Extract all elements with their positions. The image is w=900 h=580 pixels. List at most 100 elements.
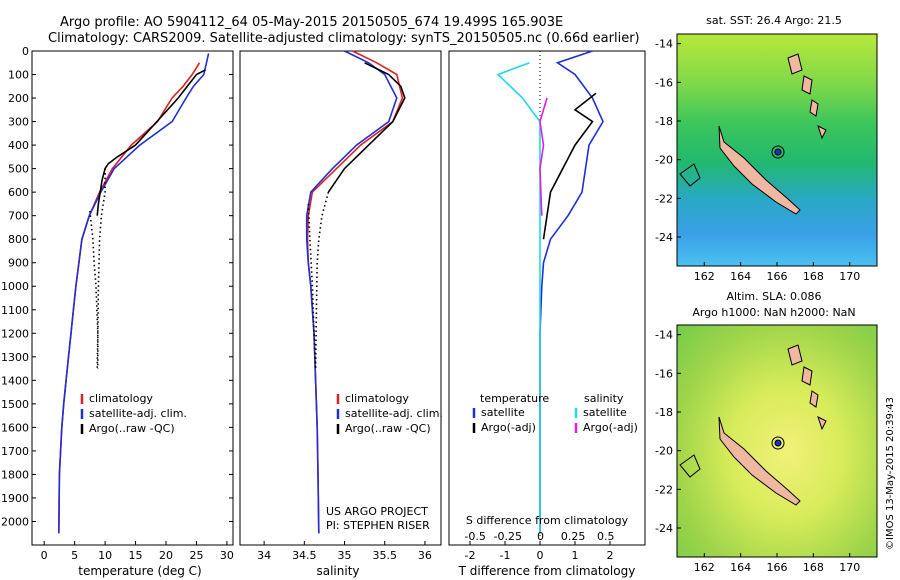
map-x-tick-label: 170 xyxy=(839,561,860,574)
temperature-panel: 0100200300400500600700800900100011001200… xyxy=(1,45,645,578)
y-tick-label: 1300 xyxy=(1,351,29,364)
map-y-tick-label: -18 xyxy=(655,115,673,128)
salinity-xlabel: salinity xyxy=(316,564,359,578)
series-line-argo-dotted xyxy=(96,168,106,369)
map-x-tick-label: 170 xyxy=(839,270,860,283)
sst-map: sat. SST: 26.4 Argo: 21.5 162 164 166 168 17… xyxy=(655,14,878,283)
legend-label: Argo(..raw -QC) xyxy=(89,422,175,435)
x-tick-label: 2 xyxy=(607,549,614,562)
argo-float-dot xyxy=(774,148,782,156)
map-x-tick-label: 166 xyxy=(767,270,788,283)
y-tick-label: 600 xyxy=(8,186,29,199)
island-new-caledonia xyxy=(718,125,801,215)
s-tick-label: -0.5 xyxy=(464,530,485,543)
difference-panel: -2 -1 0 1 2 -0.5 -0.25 0 0.25 0.5 temperature sali… xyxy=(448,50,646,578)
x-tick-label: 10 xyxy=(98,549,112,562)
legend-label: climatology xyxy=(89,392,153,405)
x-tick-label: 0 xyxy=(41,549,48,562)
y-tick-label: 1500 xyxy=(1,398,29,411)
x-tick-label: 36 xyxy=(418,549,432,562)
y-tick-label: 500 xyxy=(8,163,29,176)
island-vanuatu-3 xyxy=(809,99,819,117)
map-y-tick-label: -20 xyxy=(655,445,673,458)
s-tick-label: 0 xyxy=(537,530,544,543)
sst-map-title: sat. SST: 26.4 Argo: 21.5 xyxy=(706,14,842,27)
series-line-argo-dotted xyxy=(314,191,330,369)
y-tick-label: 300 xyxy=(8,116,29,129)
series-line-satellite-adj-clim- xyxy=(305,50,398,534)
legend-label: satellite xyxy=(481,406,525,419)
series-line-argo-raw-qc- xyxy=(327,62,406,193)
island-new-caledonia xyxy=(718,416,801,506)
map-x-tick-label: 162 xyxy=(694,561,715,574)
map-x-tick-label: 168 xyxy=(803,270,824,283)
y-tick-label: 900 xyxy=(8,257,29,270)
x-tick-label: 25 xyxy=(189,549,203,562)
legend-label: Argo(-adj) xyxy=(583,421,638,434)
difference-xlabel-s: S difference from climatology xyxy=(466,514,629,527)
map-y-tick-label: -16 xyxy=(655,76,673,89)
map-y-tick-label: -22 xyxy=(655,192,673,205)
title-line1: Argo profile: AO 5904112_64 05-May-2015 … xyxy=(60,15,563,30)
map-y-tick-label: -24 xyxy=(655,231,673,244)
y-tick-label: 700 xyxy=(8,210,29,223)
temperature-legend: climatology satellite-adj. clim. Argo(..ra… xyxy=(80,392,187,435)
series-line-salinity-argo-adj- xyxy=(539,97,548,216)
map-y-tick-label: -20 xyxy=(655,154,673,167)
reef-outline xyxy=(679,454,701,478)
series-line-temperature-argo-adj- xyxy=(542,92,597,240)
map-y-tick-label: -16 xyxy=(655,367,673,380)
series-line-climatology-dotted xyxy=(307,203,317,369)
map-x-tick-label: 164 xyxy=(730,270,751,283)
map-x-tick-label: 168 xyxy=(803,561,824,574)
x-tick-label: 34.5 xyxy=(292,549,317,562)
salinity-annotation-2: PI: STEPHEN RISER xyxy=(326,519,430,532)
temperature-axes xyxy=(31,50,234,546)
map-y-tick-label: -24 xyxy=(655,522,673,535)
sla-map-title-1: Altim. SLA: 0.086 xyxy=(726,290,821,303)
x-tick-label: 30 xyxy=(220,549,234,562)
s-tick-label: -0.25 xyxy=(494,530,522,543)
sla-map-title-2: Argo h1000: NaN h2000: NaN xyxy=(692,306,855,319)
salinity-legend: climatology satellite-adj. clim. Argo(..ra… xyxy=(336,392,443,435)
y-tick-label: 800 xyxy=(8,233,29,246)
island-vanuatu-2 xyxy=(801,366,813,386)
legend-label: Argo(..raw -QC) xyxy=(345,422,431,435)
map-y-tick-label: -14 xyxy=(655,38,673,51)
legend-label: satellite-adj. clim. xyxy=(345,407,443,420)
temperature-xlabel: temperature (deg C) xyxy=(78,564,201,578)
island-vanuatu-4 xyxy=(817,416,827,431)
island-vanuatu-2 xyxy=(801,75,813,95)
series-line-salinity-satellite xyxy=(496,62,541,534)
salinity-panel: 34 34.5 35 35.5 36 climatology satellite-adj.… xyxy=(239,50,443,578)
legend-label: climatology xyxy=(345,392,409,405)
y-tick-label: 1400 xyxy=(1,374,29,387)
x-tick-label: 15 xyxy=(129,549,143,562)
map-x-tick-label: 162 xyxy=(694,270,715,283)
island-vanuatu-3 xyxy=(809,390,819,408)
island-vanuatu-4 xyxy=(817,125,827,140)
s-tick-label: 0.5 xyxy=(597,530,615,543)
x-tick-label: -2 xyxy=(465,549,476,562)
salinity-axes xyxy=(239,50,442,546)
legend-label: satellite-adj. clim. xyxy=(89,407,187,420)
y-tick-label: 200 xyxy=(8,92,29,105)
map-y-tick-label: -22 xyxy=(655,483,673,496)
y-tick-label: 2000 xyxy=(1,515,29,528)
series-line-climatology-dotted xyxy=(89,210,99,369)
y-tick-label: 0 xyxy=(22,45,29,58)
sla-map: Altim. SLA: 0.086 Argo h1000: NaN h2000:… xyxy=(655,290,878,574)
y-tick-label: 100 xyxy=(8,69,29,82)
argo-float-marker xyxy=(771,436,785,450)
x-tick-label: 20 xyxy=(159,549,173,562)
y-tick-label: 1600 xyxy=(1,421,29,434)
y-tick-label: 1800 xyxy=(1,468,29,481)
x-tick-label: 5 xyxy=(71,549,78,562)
x-tick-label: 35.5 xyxy=(372,549,397,562)
y-tick-label: 1900 xyxy=(1,492,29,505)
y-tick-label: 1700 xyxy=(1,445,29,458)
y-tick-label: 1200 xyxy=(1,327,29,340)
map-x-tick-label: 164 xyxy=(730,561,751,574)
difference-xlabel-t: T difference from climatology xyxy=(458,564,636,578)
